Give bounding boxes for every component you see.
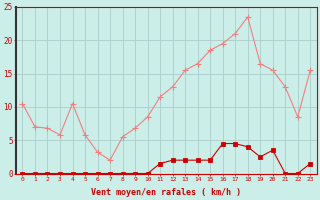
X-axis label: Vent moyen/en rafales ( km/h ): Vent moyen/en rafales ( km/h ) [92,188,241,197]
